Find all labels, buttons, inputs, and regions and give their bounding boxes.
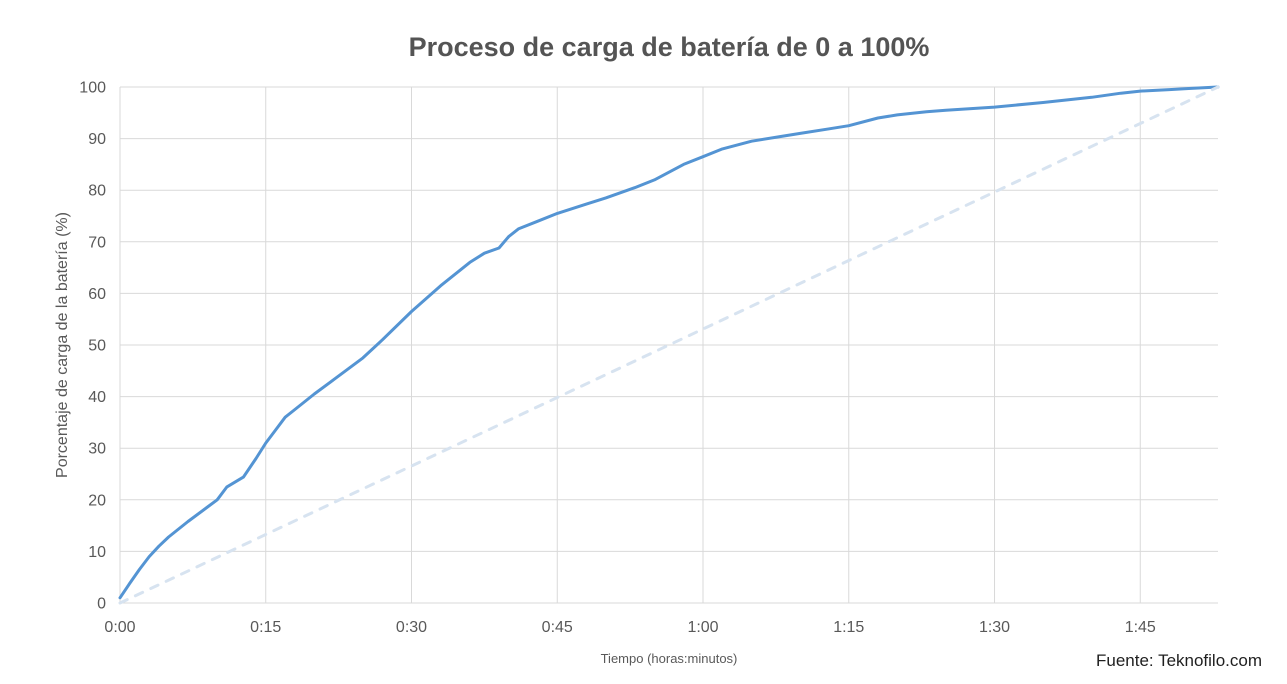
y-tick-label: 20 <box>88 492 106 509</box>
x-tick-label: 1:00 <box>687 619 718 636</box>
y-tick-label: 90 <box>88 131 106 148</box>
y-tick-label: 70 <box>88 234 106 251</box>
series-lines <box>118 85 1220 605</box>
y-axis-tick-labels: 0 10 20 30 40 50 60 70 80 90 100 <box>79 80 106 613</box>
y-tick-label: 0 <box>97 596 106 613</box>
x-tick-label: 1:30 <box>979 619 1010 636</box>
charge-curve-line <box>118 85 1220 600</box>
x-tick-label: 0:00 <box>104 619 135 636</box>
source-note: Fuente: Teknofilo.com <box>1096 651 1262 670</box>
y-tick-label: 10 <box>88 544 106 561</box>
x-tick-label: 0:30 <box>396 619 427 636</box>
x-tick-label: 1:45 <box>1125 619 1156 636</box>
x-tick-label: 1:15 <box>833 619 864 636</box>
y-tick-label: 100 <box>79 80 106 97</box>
linear-reference-line <box>118 85 1220 605</box>
x-axis-tick-labels: 0:00 0:15 0:30 0:45 1:00 1:15 1:30 1:45 <box>104 619 1156 636</box>
y-axis-title: Porcentaje de carga de la batería (%) <box>54 212 71 478</box>
chart-title: Proceso de carga de batería de 0 a 100% <box>409 32 930 62</box>
x-axis-title: Tiempo (horas:minutos) <box>601 651 738 666</box>
x-tick-label: 0:15 <box>250 619 281 636</box>
y-tick-label: 60 <box>88 286 106 303</box>
x-tick-label: 0:45 <box>542 619 573 636</box>
y-tick-label: 40 <box>88 389 106 406</box>
y-tick-label: 50 <box>88 338 106 355</box>
y-tick-label: 30 <box>88 441 106 458</box>
gridlines <box>119 86 1218 604</box>
y-tick-label: 80 <box>88 183 106 200</box>
